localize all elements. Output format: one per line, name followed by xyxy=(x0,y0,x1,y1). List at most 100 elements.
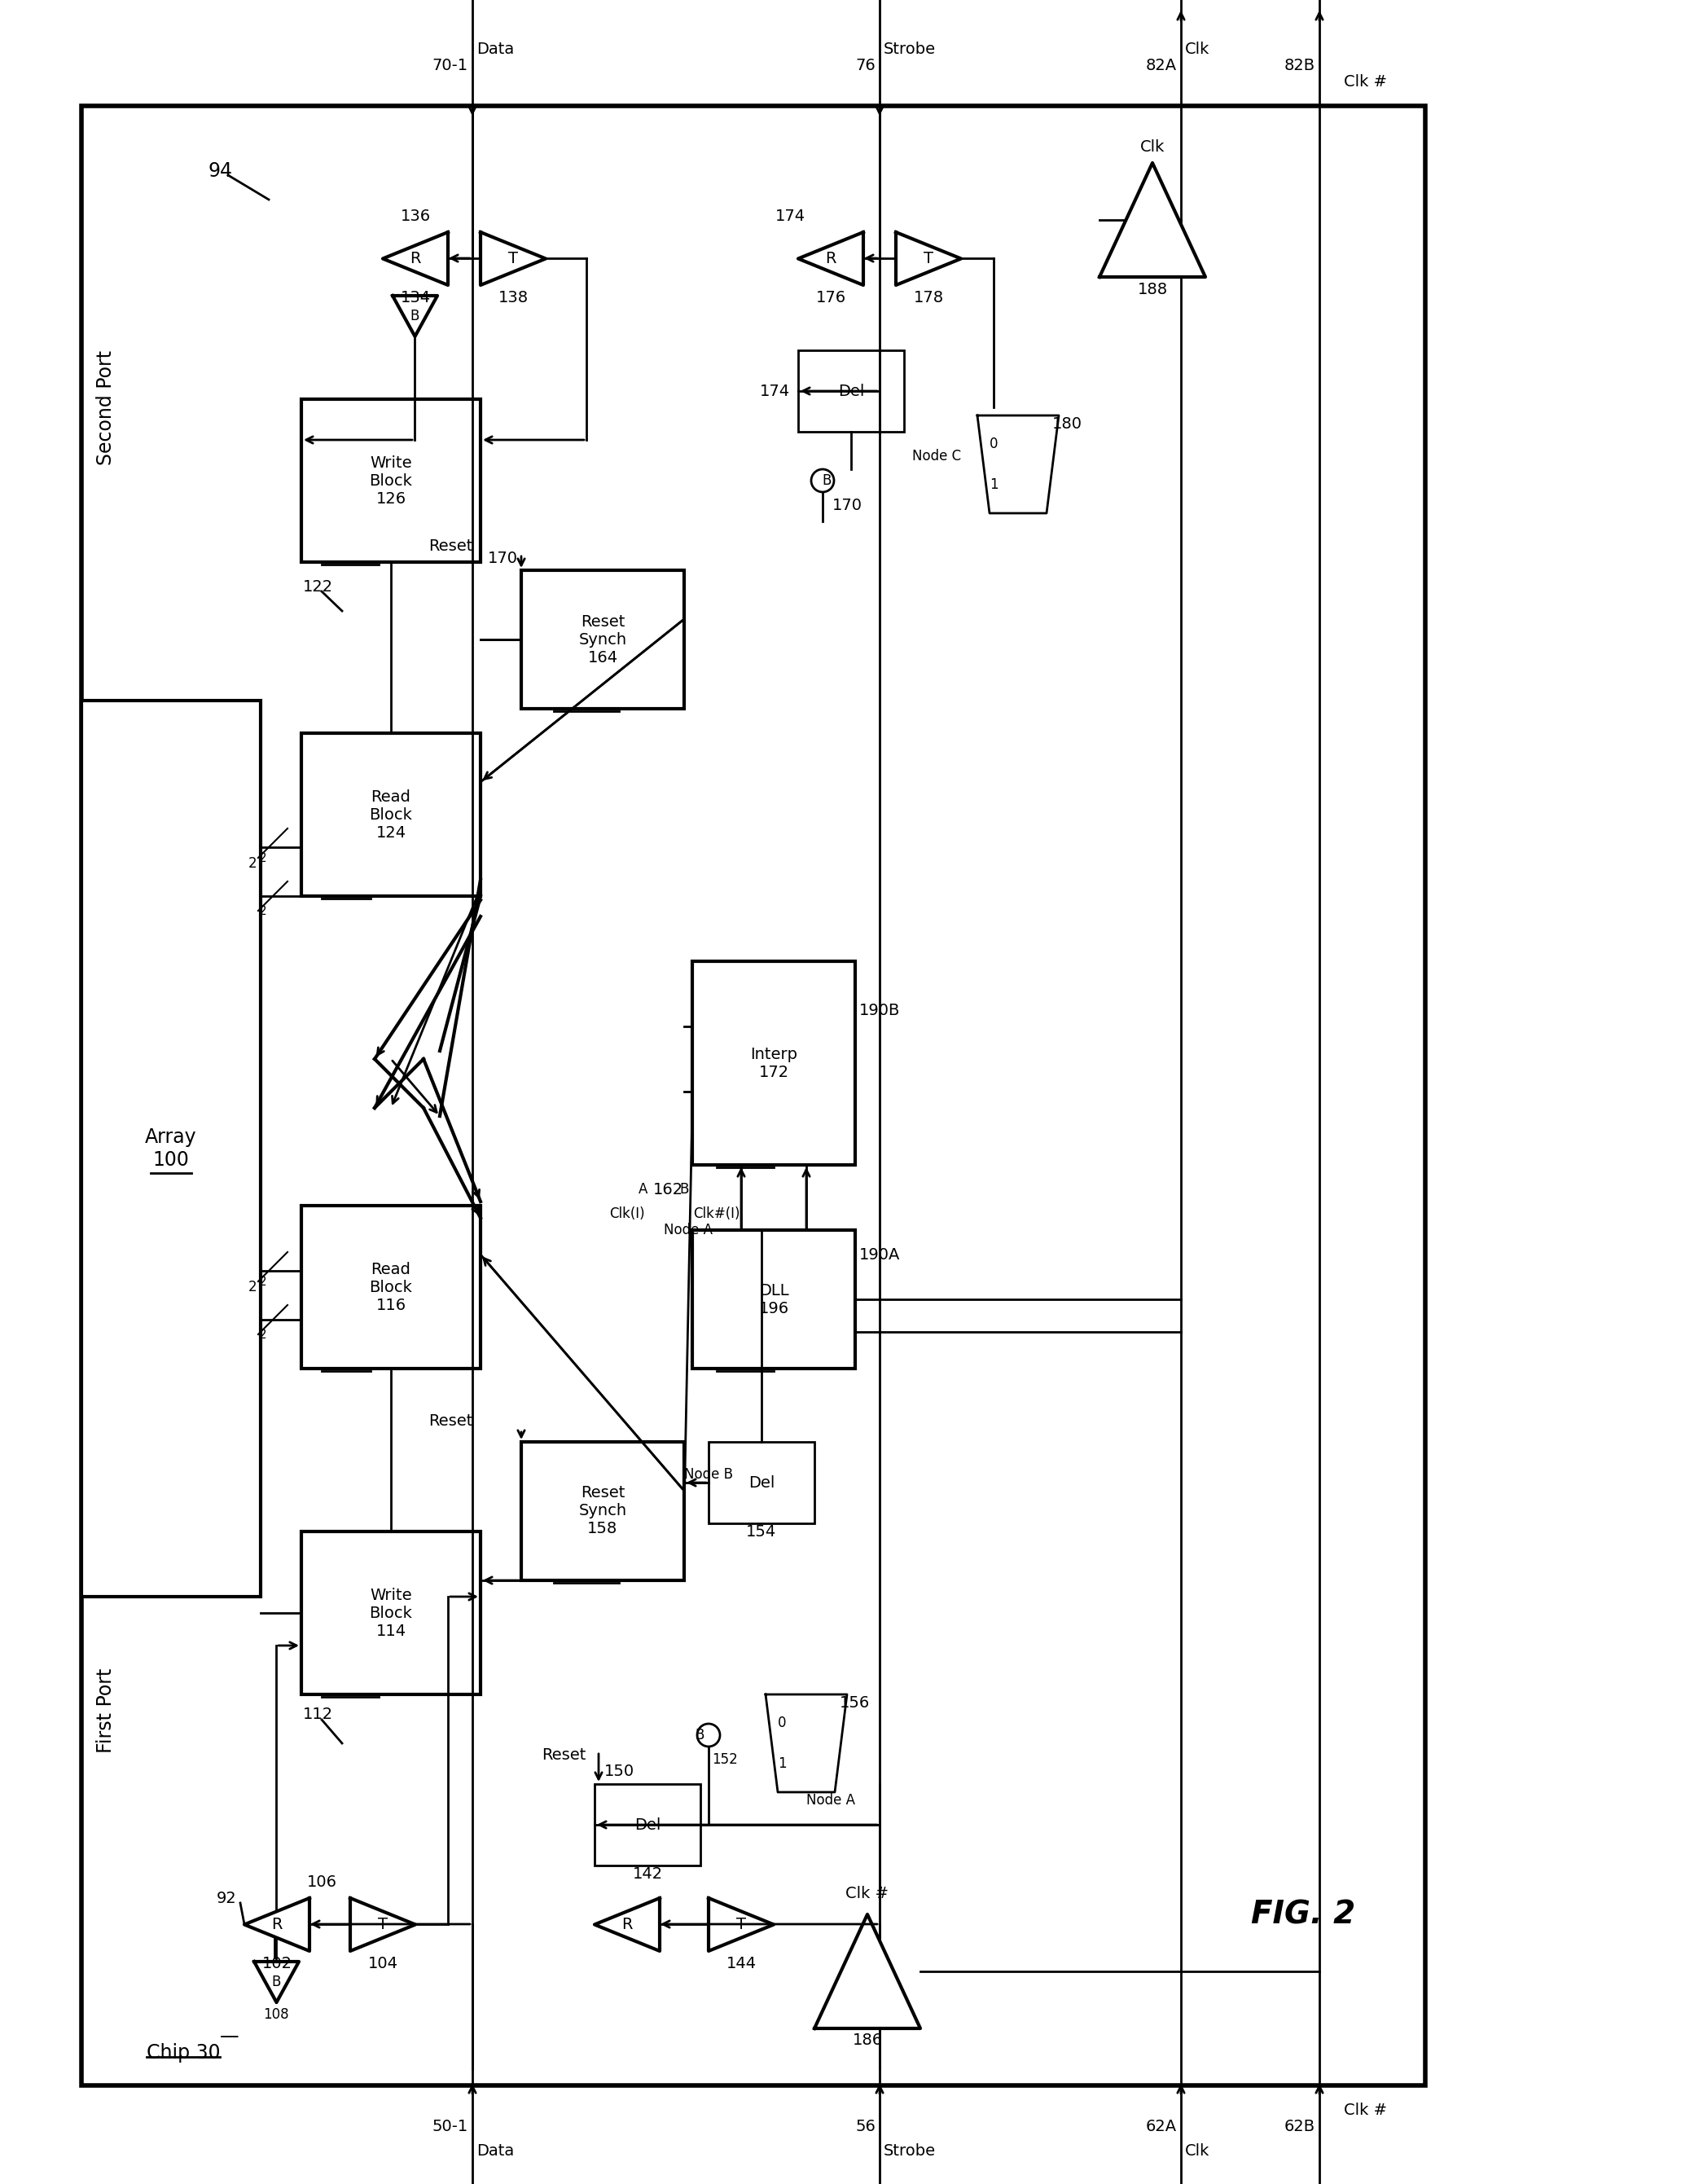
Text: 2: 2 xyxy=(259,1275,267,1289)
Text: 62A: 62A xyxy=(1146,2118,1177,2134)
Text: Clk #: Clk # xyxy=(1343,74,1387,90)
Polygon shape xyxy=(798,232,864,286)
Bar xyxy=(693,1230,856,1369)
Text: 94: 94 xyxy=(208,162,232,181)
Text: 82A: 82A xyxy=(1146,57,1177,72)
Text: R: R xyxy=(825,251,835,266)
Text: 70-1: 70-1 xyxy=(432,57,469,72)
Circle shape xyxy=(698,1723,719,1747)
Text: 92: 92 xyxy=(217,1891,237,1907)
Bar xyxy=(301,734,481,895)
Text: Read
Block
124: Read Block 124 xyxy=(370,788,412,841)
Text: 144: 144 xyxy=(726,1955,756,1970)
Text: 82B: 82B xyxy=(1284,57,1315,72)
Text: 176: 176 xyxy=(815,290,846,306)
Bar xyxy=(798,349,904,432)
Polygon shape xyxy=(350,1898,415,1950)
Text: T: T xyxy=(508,251,518,266)
Text: 2: 2 xyxy=(249,856,257,871)
Text: 1: 1 xyxy=(778,1756,787,1771)
Text: 134: 134 xyxy=(400,290,430,306)
Polygon shape xyxy=(481,232,546,286)
Text: R: R xyxy=(271,1915,282,1933)
Text: 136: 136 xyxy=(400,207,430,223)
Text: Node B: Node B xyxy=(684,1468,733,1481)
Text: Clk#(I): Clk#(I) xyxy=(693,1206,740,1221)
Text: Del: Del xyxy=(748,1474,775,1489)
Text: 190B: 190B xyxy=(859,1002,899,1018)
Text: Read
Block
116: Read Block 116 xyxy=(370,1262,412,1313)
Text: 0: 0 xyxy=(990,437,999,452)
Text: 56: 56 xyxy=(856,2118,876,2134)
Text: Array
100: Array 100 xyxy=(145,1127,197,1171)
Text: 170: 170 xyxy=(487,550,518,566)
Text: 174: 174 xyxy=(775,207,805,223)
Bar xyxy=(521,570,684,710)
Text: Reset
Synch
164: Reset Synch 164 xyxy=(578,614,627,666)
Text: DLL
196: DLL 196 xyxy=(758,1282,788,1317)
Text: Clk: Clk xyxy=(1185,2143,1210,2158)
Text: R: R xyxy=(622,1915,632,1933)
Text: 102: 102 xyxy=(262,1955,292,1970)
Text: 122: 122 xyxy=(303,579,333,594)
Polygon shape xyxy=(595,1898,659,1950)
Polygon shape xyxy=(383,232,447,286)
Text: Chip 30: Chip 30 xyxy=(146,2042,220,2062)
Text: 170: 170 xyxy=(832,498,862,513)
Polygon shape xyxy=(977,415,1059,513)
Text: 156: 156 xyxy=(840,1695,871,1710)
Text: B: B xyxy=(410,308,419,323)
Text: Del: Del xyxy=(634,1817,661,1832)
Text: 0: 0 xyxy=(778,1717,787,1730)
Text: 138: 138 xyxy=(498,290,528,306)
Text: 2: 2 xyxy=(249,1280,257,1295)
Text: 2: 2 xyxy=(259,852,267,865)
Text: B: B xyxy=(679,1182,689,1197)
Text: Del: Del xyxy=(837,382,864,400)
Text: B: B xyxy=(271,1974,281,1990)
Text: 76: 76 xyxy=(856,57,876,72)
Text: Clk #: Clk # xyxy=(846,1887,889,1902)
Text: Data: Data xyxy=(476,2143,514,2158)
Bar xyxy=(81,105,1425,2086)
Text: Second Port: Second Port xyxy=(96,349,116,465)
Polygon shape xyxy=(765,1695,847,1793)
Polygon shape xyxy=(244,1898,309,1950)
Text: A: A xyxy=(639,1182,649,1197)
Text: 162: 162 xyxy=(652,1182,682,1197)
Text: Node C: Node C xyxy=(913,450,962,463)
Text: Clk #: Clk # xyxy=(1343,2103,1387,2118)
Text: Reset: Reset xyxy=(429,1413,472,1428)
Bar xyxy=(521,1441,684,1581)
Text: 154: 154 xyxy=(746,1524,777,1540)
Text: 190A: 190A xyxy=(859,1247,899,1262)
Text: T: T xyxy=(736,1915,746,1933)
Text: 178: 178 xyxy=(913,290,943,306)
Text: 186: 186 xyxy=(852,2033,883,2049)
Polygon shape xyxy=(1099,164,1205,277)
Polygon shape xyxy=(393,295,437,336)
Text: Write
Block
114: Write Block 114 xyxy=(370,1588,412,1638)
Bar xyxy=(709,1441,814,1524)
Bar xyxy=(693,961,856,1164)
Text: B: B xyxy=(696,1728,704,1743)
Text: 2: 2 xyxy=(259,904,267,917)
Text: Strobe: Strobe xyxy=(884,41,936,57)
Text: —: — xyxy=(220,2027,239,2046)
Text: Clk: Clk xyxy=(1140,140,1165,155)
Text: FIG. 2: FIG. 2 xyxy=(1251,1898,1355,1931)
Text: Reset
Synch
158: Reset Synch 158 xyxy=(578,1485,627,1538)
Text: R: R xyxy=(410,251,420,266)
Text: Reset: Reset xyxy=(429,537,472,553)
Text: Write
Block
126: Write Block 126 xyxy=(370,454,412,507)
Text: 142: 142 xyxy=(632,1865,662,1880)
Text: 50-1: 50-1 xyxy=(432,2118,469,2134)
Text: 104: 104 xyxy=(368,1955,398,1970)
Text: Clk: Clk xyxy=(1185,41,1210,57)
Bar xyxy=(595,1784,701,1865)
Text: Interp
172: Interp 172 xyxy=(750,1046,797,1079)
Text: 108: 108 xyxy=(264,2007,289,2022)
Text: 174: 174 xyxy=(760,382,790,400)
Circle shape xyxy=(812,470,834,491)
Text: 106: 106 xyxy=(306,1874,336,1889)
